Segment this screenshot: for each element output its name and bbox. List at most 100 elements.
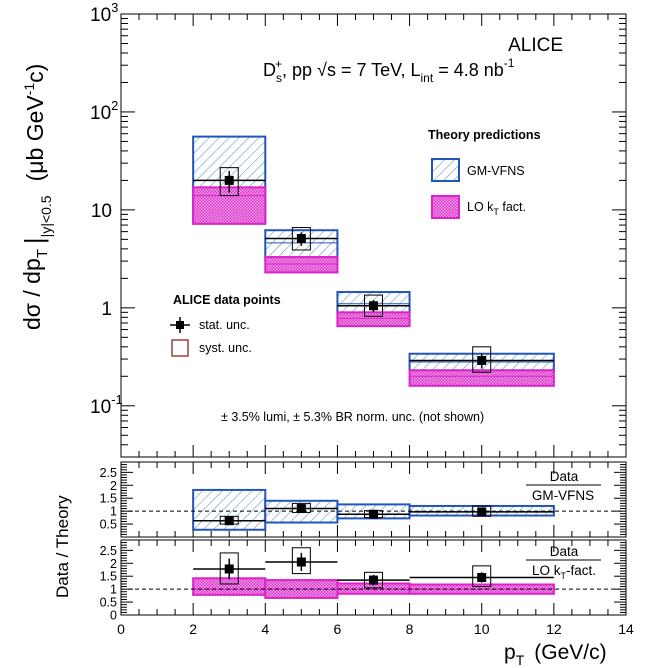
ratio2-den-sub: T [561, 571, 567, 581]
y-label-sub2: |y|<0.5 [38, 195, 54, 237]
main-ytick-label-3: 102 [90, 98, 118, 124]
subtitle-lumi-sub: int [421, 71, 434, 85]
normalization-note: ± 3.5% lumi, ± 5.3% BR norm. unc. (not s… [221, 410, 484, 424]
ratio2-syst-box-3 [472, 565, 492, 588]
ratio2-band-0 [192, 577, 267, 596]
main-ytick-base-0: 10 [90, 397, 111, 418]
subtitle-particle-sub: s [276, 71, 282, 85]
legend-gmvfns-swatch [431, 158, 460, 182]
y-axis-label: dσ / dpT ||y|<0.5 (μb GeV-1c) [19, 64, 54, 330]
data-legend-title: ALICE data points [173, 293, 281, 307]
ratio1-ytick-label-1: 1 [110, 505, 117, 519]
y-label-bar: | [19, 237, 49, 244]
legend-lo-label: LO kT fact. [467, 200, 526, 217]
syst-box-3 [472, 346, 492, 373]
subtitle-lumi-sup: -1 [504, 56, 515, 70]
main-ytick-base-3: 10 [90, 103, 111, 124]
legend-syst-label: syst. unc. [199, 341, 252, 355]
ratio2-label-num: Data [550, 544, 579, 559]
x-tick-label-4: 8 [406, 621, 414, 637]
main-ytick-label-4: 103 [90, 0, 118, 26]
lo-band-0 [192, 186, 267, 225]
data-point-1 [296, 234, 306, 244]
x-tick-label-0: 0 [117, 621, 125, 637]
x-label-sub: T [516, 652, 525, 668]
ratio2-den-main: LO k [532, 563, 561, 578]
main-ytick-exp-4: 3 [111, 0, 118, 15]
legend-stat-marker [170, 317, 190, 333]
ratio1-ytick-label-2: 1.5 [100, 492, 117, 506]
legend-lo-swatch [431, 195, 460, 219]
ratio2-ytick-label-3: 1.5 [100, 570, 117, 584]
subtitle-sqrt: √ [317, 60, 327, 80]
ratio2-ytick-label-5: 2.5 [100, 544, 117, 558]
y-label-main: dσ / dp [19, 258, 45, 330]
ratio2-ytick-label-2: 1 [110, 583, 117, 597]
legend-lo-sub: T [493, 207, 499, 217]
main-ytick-label-0: 10-1 [90, 392, 123, 418]
ratio2-data-point-2 [369, 575, 378, 585]
y-label-unit-sup: -1 [21, 83, 37, 96]
x-tick-label-3: 6 [334, 621, 342, 637]
data-point-2 [369, 301, 378, 311]
legend-lo-rest: fact. [499, 200, 526, 214]
ratio2-data-point-0 [224, 564, 234, 574]
x-tick-label-2: 4 [261, 621, 269, 637]
ratio1-ytick-label-3: 2 [110, 479, 117, 493]
y-label-unit1: (μb GeV [22, 95, 48, 182]
main-ytick-label-2: 10 [91, 201, 112, 222]
ratio1-ytick-label-0: 0.5 [100, 518, 117, 532]
ratio1-data-point-0 [224, 516, 234, 526]
ratio2-ytick-label-1: 0.5 [100, 596, 117, 610]
legend-syst-swatch [171, 339, 189, 357]
ratio2-ytick-label-0: 0 [110, 609, 117, 623]
experiment-label: ALICE [508, 35, 563, 56]
ratio1-data-point-1 [296, 504, 306, 514]
main-ytick-exp-3: 2 [111, 98, 118, 113]
ratio-panel-gmvfns: 0.511.522.5 [100, 461, 627, 538]
ratio2-data-point-1 [296, 557, 306, 567]
chart-subtitle: Ds+, pp √s = 7 TeV, Lint = 4.8 nb-1 [263, 56, 515, 85]
main-ytick-exp-0: -1 [111, 392, 123, 407]
lo-band-1 [264, 256, 339, 274]
subtitle-lumi-val: = 4.8 nb [433, 60, 504, 80]
main-ytick-label-1: 1 [101, 299, 112, 320]
ratio2-ytick-label-4: 2 [110, 557, 117, 571]
theory-legend-title: Theory predictions [428, 128, 541, 142]
legend-stat-label: stat. unc. [199, 318, 250, 332]
x-label-unit: (GeV/c) [534, 641, 606, 664]
subtitle-particle: D [263, 60, 276, 80]
subtitle-system: , pp [282, 60, 317, 80]
data-point-3 [477, 355, 487, 365]
x-axis-label: pT (GeV/c) [504, 641, 607, 668]
x-tick-label-6: 12 [546, 621, 562, 637]
main-plot-frame [120, 13, 627, 458]
legend-gmvfns-label: GM-VFNS [467, 164, 525, 178]
ratio1-label-num: Data [550, 469, 579, 484]
subtitle-energy: s = 7 TeV, L [327, 60, 421, 80]
ratio1-data-point-3 [477, 507, 487, 517]
x-label-main: p [504, 641, 516, 664]
ratio2-syst-box-1 [291, 547, 311, 575]
data-point-0 [224, 175, 234, 185]
x-tick-label-7: 14 [618, 621, 634, 637]
lo-band-3 [408, 369, 555, 387]
ratio2-den-rest: -fact. [566, 563, 596, 578]
ratio-y-axis-label: Data / Theory [53, 495, 72, 598]
ratio1-label-den: GM-VFNS [532, 488, 594, 503]
legend-lo-main: LO k [467, 200, 494, 214]
subtitle-particle-sup: + [275, 57, 282, 71]
lo-band-2 [336, 311, 411, 328]
y-label-unit2: c) [22, 64, 48, 83]
x-tick-label-5: 10 [474, 621, 490, 637]
ratio1-ytick-label-4: 2.5 [100, 466, 117, 480]
ratio2-label-den: LO kT-fact. [532, 563, 596, 581]
main-ytick-base-1: 1 [101, 299, 112, 320]
x-tick-label-1: 2 [189, 621, 197, 637]
y-label-sub1: T [34, 249, 51, 258]
ratio2-data-point-3 [477, 573, 487, 582]
ratio1-data-point-2 [369, 509, 378, 519]
